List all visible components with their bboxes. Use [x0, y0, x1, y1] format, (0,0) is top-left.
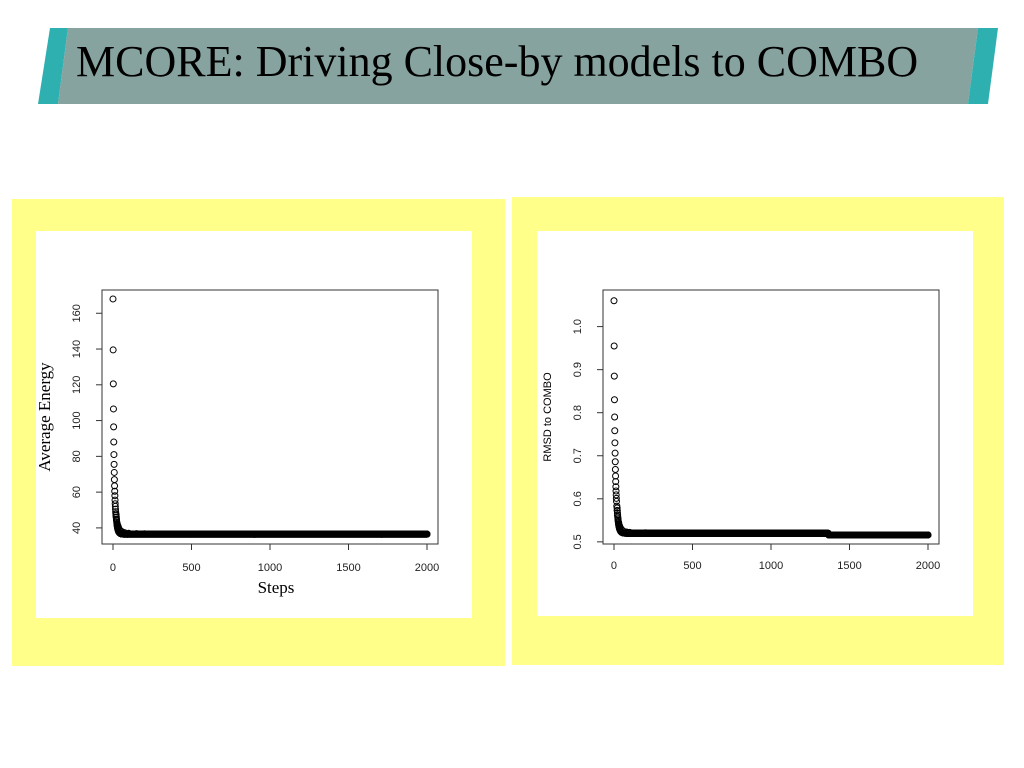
data-point	[109, 380, 117, 388]
data-point	[611, 413, 619, 421]
x-tick-label: 1500	[336, 562, 360, 574]
data-point	[109, 295, 117, 303]
y-tick-label: 40	[71, 522, 83, 534]
x-tick-label: 1000	[258, 562, 282, 574]
x-tick-label: 0	[611, 560, 617, 572]
y-tick-label: 160	[71, 304, 83, 322]
x-tick-label: 1500	[837, 560, 861, 572]
y-tick-label: 60	[71, 486, 83, 498]
y-axis-label: RMSD to COMBO	[542, 372, 554, 462]
data-point	[111, 500, 119, 508]
data-series	[109, 295, 431, 538]
y-tick-label: 120	[71, 376, 83, 394]
y-tick-label: 100	[71, 411, 83, 429]
data-point	[611, 466, 619, 474]
data-point	[109, 346, 117, 354]
rmsd-to-combo-chart: 0 500 1000 1500 2000 0.5 0.6 0.7 0.8 0.9 1.0 RMSD t…	[542, 289, 940, 572]
data-point	[110, 468, 118, 476]
energy-vs-steps-chart: 0 500 1000 1500 2000 40 60 80 100 120 140 160 Averag…	[35, 289, 439, 597]
data-point	[111, 492, 119, 500]
y-tick-label: 0.8	[572, 405, 584, 420]
data-point	[611, 449, 619, 457]
data-series	[610, 297, 932, 539]
y-tick-label: 140	[71, 340, 83, 358]
banner-right-accent	[968, 28, 998, 104]
data-point	[611, 439, 619, 447]
data-point	[110, 451, 118, 459]
data-point	[612, 472, 620, 480]
data-point	[111, 482, 119, 490]
plot-frame	[101, 289, 439, 545]
x-tick-label: 0	[110, 562, 116, 574]
x-tick-label: 500	[683, 560, 701, 572]
data-point	[111, 487, 119, 495]
data-point	[612, 478, 620, 486]
y-tick-label: 0.7	[572, 448, 584, 463]
data-point	[610, 342, 618, 350]
data-point	[924, 531, 932, 539]
data-point	[612, 494, 620, 502]
data-point	[610, 372, 618, 380]
y-tick-label: 1.0	[572, 319, 584, 334]
y-tick-label: 0.6	[572, 491, 584, 506]
data-point	[111, 502, 119, 510]
x-axis-label: Steps	[258, 578, 295, 597]
data-point	[110, 476, 118, 484]
x-tick-label: 1000	[759, 560, 783, 572]
data-point	[109, 405, 117, 413]
data-point	[110, 438, 118, 446]
banner-body	[58, 28, 978, 104]
y-tick-label: 0.5	[572, 534, 584, 549]
data-point	[110, 423, 118, 431]
plot-frame	[602, 289, 940, 545]
y-axis-label: Average Energy	[36, 362, 54, 472]
data-point	[610, 396, 618, 404]
x-tick-label: 2000	[415, 562, 439, 574]
data-point	[110, 460, 118, 468]
y-tick-label: 0.9	[572, 362, 584, 377]
data-point	[613, 504, 621, 512]
x-tick-label: 2000	[916, 560, 940, 572]
data-point	[612, 483, 620, 491]
data-point	[613, 497, 621, 505]
energy-plot-card: 0 500 1000 1500 2000 40 60 80 100 120 140 160 Averag…	[35, 231, 472, 618]
data-point	[611, 427, 619, 435]
data-point	[610, 297, 618, 305]
x-tick-label: 500	[182, 562, 200, 574]
data-point	[612, 487, 620, 495]
y-tick-label: 80	[71, 450, 83, 462]
data-point	[611, 458, 619, 466]
data-point	[423, 530, 431, 538]
slide-title: MCORE: Driving Close-by models to COMBO	[76, 37, 919, 86]
rmsd-plot-card: 0 500 1000 1500 2000 0.5 0.6 0.7 0.8 0.9 1.0 RMSD t…	[537, 231, 973, 616]
title-banner	[38, 28, 998, 104]
